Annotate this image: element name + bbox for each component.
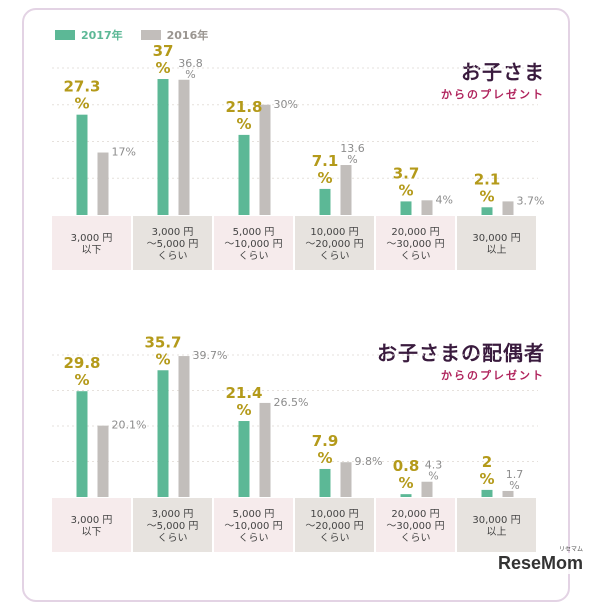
value-label-2017: 2.1% (474, 170, 501, 205)
category-label: 5,000 円～10,000 円くらい (224, 227, 282, 262)
bar-charts: 3,000 円以下 3,000 円～5,000 円くらい 5,000 円～10,00… (52, 42, 545, 552)
category-box (295, 216, 374, 270)
value-label-2016: 30% (274, 98, 298, 111)
category-box (133, 216, 212, 270)
value-label-2016: 26.5% (274, 396, 309, 409)
value-label-2017: 7.9% (312, 432, 339, 467)
bar-2017 (157, 79, 169, 216)
category-label: 3,000 円以下 (71, 515, 113, 538)
watermark-subtitle: リセマム (558, 546, 583, 553)
legend-label-2016: 2016年 (166, 29, 209, 42)
legend: 2017年 2016年 (55, 27, 226, 43)
category-label: 10,000 円～20,000 円くらい (305, 227, 363, 262)
chart1-title: お子さま (461, 60, 545, 84)
value-label-2016: 1.7% (506, 468, 524, 492)
value-label-2016: 39.7% (193, 349, 228, 362)
value-label-2016: 36.8% (178, 57, 203, 81)
category-box (214, 498, 293, 552)
value-label-2017: 0.8% (393, 457, 420, 492)
category-box (376, 498, 455, 552)
category-label: 10,000 円～20,000 円くらい (305, 509, 363, 544)
value-label-2017: 21.8% (225, 98, 262, 133)
bar-2017 (400, 201, 412, 215)
value-label-2016: 20.1% (112, 419, 147, 432)
bar-2016 (502, 201, 514, 215)
bar-2016 (340, 165, 352, 215)
bar-2016 (502, 490, 514, 497)
bar-2016 (178, 79, 190, 215)
category-box (457, 498, 536, 552)
bar-2017 (238, 134, 250, 215)
bar-2016 (97, 152, 109, 215)
chart1-subtitle: からのプレゼント (441, 88, 545, 101)
value-label-2016: 13.6% (340, 142, 365, 166)
category-box (457, 216, 536, 270)
chart2-subtitle: からのプレゼント (441, 369, 545, 382)
category-label: 30,000 円以上 (472, 233, 520, 256)
bar-2017 (76, 114, 88, 215)
bar-2016 (259, 402, 271, 497)
legend-swatch-2017 (55, 30, 75, 40)
value-label-2017: 21.4% (225, 384, 262, 419)
category-box (214, 216, 293, 270)
bar-2017 (319, 188, 331, 215)
bar-2017 (400, 494, 412, 497)
category-label: 20,000 円～30,000 円くらい (386, 227, 444, 262)
category-box (52, 498, 131, 552)
value-label-2017: 27.3% (63, 78, 100, 113)
value-label-2017: 35.7% (144, 333, 181, 368)
value-label-2016: 4.3% (425, 459, 443, 483)
chart2-title: お子さまの配偶者 (377, 341, 545, 365)
bar-2016 (178, 356, 190, 497)
bar-2016 (421, 200, 433, 215)
category-box (376, 216, 455, 270)
category-label: 3,000 円～5,000 円くらい (147, 227, 199, 262)
bar-2017 (319, 468, 331, 497)
value-label-2016: 4% (436, 193, 453, 206)
category-box (52, 216, 131, 270)
category-label: 3,000 円～5,000 円くらい (147, 509, 199, 544)
bar-2017 (481, 207, 493, 215)
bar-2017 (157, 370, 169, 497)
bar-2016 (97, 425, 109, 497)
category-box (295, 498, 374, 552)
value-label-2016: 9.8% (355, 455, 383, 468)
category-label: 30,000 円以上 (472, 515, 520, 538)
bar-2017 (481, 489, 493, 497)
value-label-2017: 2% (479, 453, 494, 488)
category-label: 5,000 円～10,000 円くらい (224, 509, 282, 544)
category-label: 3,000 円以下 (71, 233, 113, 256)
value-label-2017: 37% (153, 42, 174, 77)
legend-label-2017: 2017年 (81, 29, 123, 42)
value-label-2017: 3.7% (393, 164, 420, 199)
legend-swatch-2016 (140, 30, 161, 40)
legend-item-2017: 2017年 (55, 27, 123, 43)
bar-2016 (421, 481, 433, 497)
resemom-logo: ReseMom (495, 553, 585, 574)
bar-2016 (259, 104, 271, 215)
value-label-2017: 29.8% (63, 354, 100, 389)
value-label-2017: 7.1% (312, 152, 339, 187)
bar-2016 (340, 462, 352, 497)
value-label-2016: 17% (112, 146, 136, 159)
bar-2017 (238, 421, 250, 497)
category-label: 20,000 円～30,000 円くらい (386, 509, 444, 544)
value-label-2016: 3.7% (517, 194, 545, 207)
category-box (133, 498, 212, 552)
legend-item-2016: 2016年 (140, 27, 209, 43)
bar-2017 (76, 391, 88, 497)
